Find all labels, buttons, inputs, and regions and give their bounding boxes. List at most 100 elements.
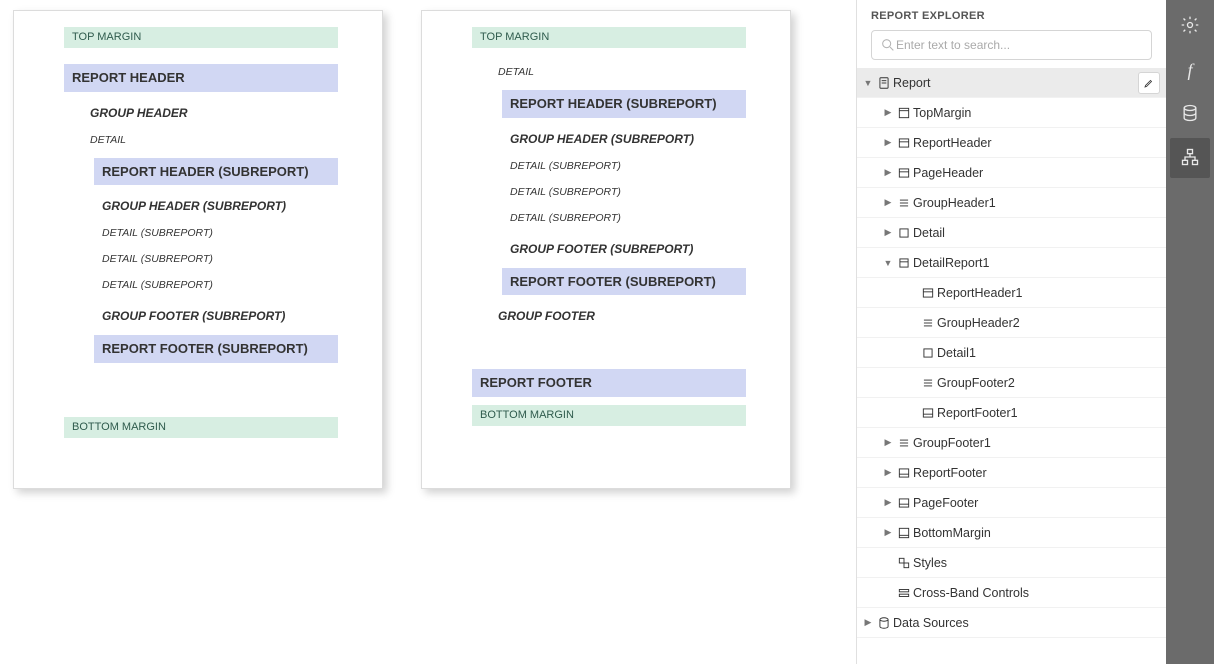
group-icon bbox=[919, 376, 937, 390]
subreport-group-footer-label: GROUP FOOTER (SUBREPORT) bbox=[94, 305, 338, 327]
group-footer-label: GROUP FOOTER bbox=[490, 305, 746, 327]
tree-node-reportfooter1[interactable]: ReportFooter1 bbox=[857, 398, 1166, 428]
tree-label: PageHeader bbox=[913, 166, 1160, 180]
tree-label: ReportFooter bbox=[913, 466, 1160, 480]
styles-icon bbox=[895, 556, 913, 570]
caret-right-icon: ▶ bbox=[881, 167, 895, 178]
tree-node-detailreport1[interactable]: ▼ DetailReport1 bbox=[857, 248, 1166, 278]
tree-label: GroupFooter2 bbox=[937, 376, 1160, 390]
functions-button[interactable]: f bbox=[1170, 50, 1210, 90]
tree-node-styles[interactable]: Styles bbox=[857, 548, 1166, 578]
tree-node-pagefooter[interactable]: ▶ PageFooter bbox=[857, 488, 1166, 518]
tree-node-bottommargin[interactable]: ▶ BottomMargin bbox=[857, 518, 1166, 548]
section-icon bbox=[895, 166, 913, 180]
report-footer-band: REPORT FOOTER bbox=[472, 369, 746, 397]
section-icon bbox=[895, 136, 913, 150]
tree-node-datasources[interactable]: ▶ Data Sources bbox=[857, 608, 1166, 638]
search-input[interactable] bbox=[896, 38, 1143, 52]
tree-node-groupheader1[interactable]: ▶ GroupHeader1 bbox=[857, 188, 1166, 218]
tree-node-reportheader1[interactable]: ReportHeader1 bbox=[857, 278, 1166, 308]
search-icon bbox=[880, 37, 896, 53]
report-page-1: TOP MARGIN REPORT HEADER GROUP HEADER DE… bbox=[13, 10, 383, 489]
report-preview-area: TOP MARGIN REPORT HEADER GROUP HEADER DE… bbox=[0, 0, 856, 664]
section-icon bbox=[895, 466, 913, 480]
settings-button[interactable] bbox=[1170, 6, 1210, 46]
tree-node-detail[interactable]: ▶ Detail bbox=[857, 218, 1166, 248]
tree-label: ReportHeader bbox=[913, 136, 1160, 150]
tree-label: GroupHeader2 bbox=[937, 316, 1160, 330]
group-header-label: GROUP HEADER bbox=[82, 102, 338, 124]
subreport-group-header-label: GROUP HEADER (SUBREPORT) bbox=[502, 128, 746, 150]
tree-label: GroupFooter1 bbox=[913, 436, 1160, 450]
subreport-detail-label: DETAIL (SUBREPORT) bbox=[502, 182, 746, 202]
caret-down-icon: ▼ bbox=[861, 78, 875, 88]
subreport-detail-label: DETAIL (SUBREPORT) bbox=[502, 156, 746, 176]
subreport-detail-label: DETAIL (SUBREPORT) bbox=[502, 208, 746, 228]
spacer bbox=[64, 363, 338, 391]
subreport-detail-label: DETAIL (SUBREPORT) bbox=[94, 223, 338, 243]
margin-icon bbox=[895, 106, 913, 120]
tree-node-groupfooter1[interactable]: ▶ GroupFooter1 bbox=[857, 428, 1166, 458]
tree-node-detail1[interactable]: Detail1 bbox=[857, 338, 1166, 368]
caret-right-icon: ▶ bbox=[881, 437, 895, 448]
tree-label: Data Sources bbox=[893, 616, 1160, 630]
report-explorer-panel: REPORT EXPLORER ▼ Report bbox=[856, 0, 1166, 664]
tree-node-topmargin[interactable]: ▶ TopMargin bbox=[857, 98, 1166, 128]
tree-label: Detail bbox=[913, 226, 1160, 240]
tree-label: ReportFooter1 bbox=[937, 406, 1160, 420]
detail-icon bbox=[895, 226, 913, 240]
report-page-2: TOP MARGIN DETAIL REPORT HEADER (SUBREPO… bbox=[421, 10, 791, 489]
section-icon bbox=[919, 406, 937, 420]
subreport-footer-band: REPORT FOOTER (SUBREPORT) bbox=[502, 268, 746, 296]
tree-icon bbox=[1180, 147, 1200, 170]
top-margin-band: TOP MARGIN bbox=[64, 27, 338, 48]
group-icon bbox=[919, 316, 937, 330]
bottom-margin-band: BOTTOM MARGIN bbox=[472, 405, 746, 426]
group-icon bbox=[895, 436, 913, 450]
search-box[interactable] bbox=[871, 30, 1152, 60]
tree-node-report[interactable]: ▼ Report bbox=[857, 68, 1166, 98]
caret-right-icon: ▶ bbox=[881, 527, 895, 538]
detail-label: DETAIL bbox=[490, 62, 746, 82]
explorer-title: REPORT EXPLORER bbox=[857, 0, 1166, 30]
edit-button[interactable] bbox=[1138, 72, 1160, 94]
section-icon bbox=[919, 286, 937, 300]
database-icon bbox=[1180, 103, 1200, 126]
tree-node-crossband[interactable]: Cross-Band Controls bbox=[857, 578, 1166, 608]
tree-node-reportheader[interactable]: ▶ ReportHeader bbox=[857, 128, 1166, 158]
caret-down-icon: ▼ bbox=[881, 258, 895, 268]
group-icon bbox=[895, 196, 913, 210]
data-button[interactable] bbox=[1170, 94, 1210, 134]
crossband-icon bbox=[895, 586, 913, 600]
subreport-footer-band: REPORT FOOTER (SUBREPORT) bbox=[94, 335, 338, 363]
tree-label: Cross-Band Controls bbox=[913, 586, 1160, 600]
tree-node-pageheader[interactable]: ▶ PageHeader bbox=[857, 158, 1166, 188]
explorer-tree: ▼ Report ▶ TopMargin ▶ ReportHeader bbox=[857, 68, 1166, 664]
top-margin-band: TOP MARGIN bbox=[472, 27, 746, 48]
tree-label: GroupHeader1 bbox=[913, 196, 1160, 210]
tree-label: PageFooter bbox=[913, 496, 1160, 510]
tree-node-groupheader2[interactable]: GroupHeader2 bbox=[857, 308, 1166, 338]
tree-node-reportfooter[interactable]: ▶ ReportFooter bbox=[857, 458, 1166, 488]
spacer bbox=[472, 327, 746, 355]
gear-icon bbox=[1180, 15, 1200, 38]
detail-icon bbox=[919, 346, 937, 360]
tree-label: Styles bbox=[913, 556, 1160, 570]
detail-icon bbox=[895, 256, 913, 270]
database-icon bbox=[875, 616, 893, 630]
subreport-header-band: REPORT HEADER (SUBREPORT) bbox=[94, 158, 338, 186]
tree-label: DetailReport1 bbox=[913, 256, 1160, 270]
subreport-detail-label: DETAIL (SUBREPORT) bbox=[94, 275, 338, 295]
explorer-button[interactable] bbox=[1170, 138, 1210, 178]
caret-right-icon: ▶ bbox=[861, 617, 875, 628]
subreport-group-header-label: GROUP HEADER (SUBREPORT) bbox=[94, 195, 338, 217]
side-panels: REPORT EXPLORER ▼ Report bbox=[856, 0, 1214, 664]
tree-label: Detail1 bbox=[937, 346, 1160, 360]
caret-right-icon: ▶ bbox=[881, 137, 895, 148]
fx-icon: f bbox=[1187, 60, 1192, 81]
tree-label: ReportHeader1 bbox=[937, 286, 1160, 300]
tree-node-groupfooter2[interactable]: GroupFooter2 bbox=[857, 368, 1166, 398]
caret-right-icon: ▶ bbox=[881, 227, 895, 238]
caret-right-icon: ▶ bbox=[881, 197, 895, 208]
tree-label: TopMargin bbox=[913, 106, 1160, 120]
